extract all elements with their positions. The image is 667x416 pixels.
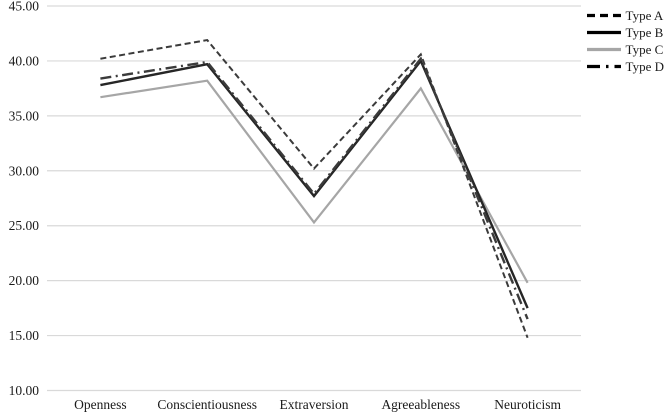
legend-label-type-a: Type A [625, 8, 664, 23]
y-tick-label: 15.00 [9, 328, 40, 343]
series-line-type-b [100, 58, 529, 309]
y-tick-label: 25.00 [9, 218, 40, 233]
x-category-label: Agreeableness [381, 397, 460, 412]
legend-label-type-d: Type D [625, 59, 664, 74]
x-category-label: Openness [74, 397, 127, 412]
y-tick-label: 20.00 [9, 273, 40, 288]
x-category-label: Extraversion [280, 397, 349, 412]
legend-item-type-a: Type A [586, 7, 664, 24]
y-tick-label: 40.00 [9, 53, 40, 68]
legend-item-type-b: Type B [586, 24, 664, 41]
y-tick-label: 10.00 [9, 383, 40, 398]
legend: Type A Type B Type C Type D [586, 7, 664, 75]
x-category-label: Neuroticism [494, 397, 561, 412]
y-tick-label: 30.00 [9, 163, 40, 178]
legend-item-type-c: Type C [586, 41, 664, 58]
y-tick-label: 35.00 [9, 108, 40, 123]
legend-label-type-c: Type C [625, 42, 664, 57]
legend-label-type-b: Type B [625, 25, 664, 40]
solid-line-swatch-icon [586, 30, 621, 35]
series-line-type-d [100, 56, 529, 320]
series-line-type-a [100, 38, 529, 339]
series-line-type-c [100, 79, 529, 284]
gray-line-swatch-icon [586, 47, 621, 52]
legend-item-type-d: Type D [586, 58, 664, 75]
dash-dot-line-swatch-icon [586, 64, 621, 69]
x-category-label: Conscientiousness [157, 397, 257, 412]
dashed-line-swatch-icon [586, 13, 621, 18]
y-tick-label: 45.00 [9, 0, 40, 14]
